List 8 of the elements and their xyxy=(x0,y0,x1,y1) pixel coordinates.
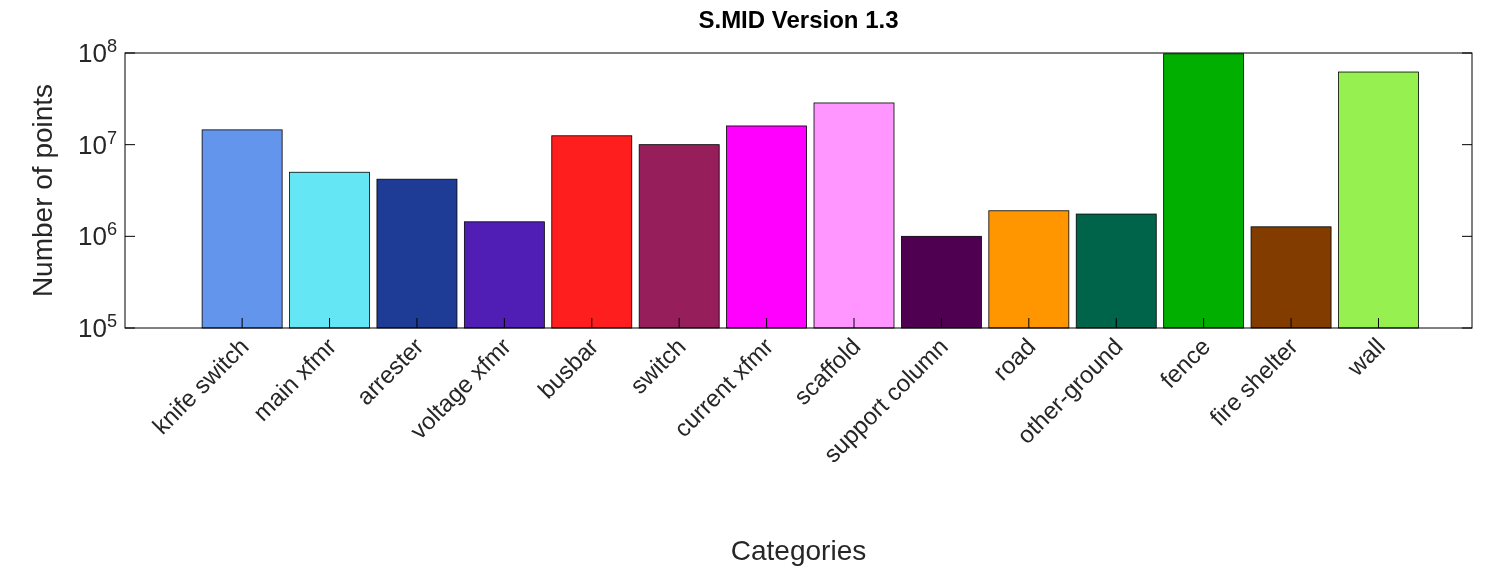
y-tick-label: 10$^{5}$ xyxy=(77,311,117,343)
y-tick-label: 10$^{6}$ xyxy=(77,219,117,252)
x-tick-label: wall xyxy=(1340,332,1391,382)
y-tick-label: 10$^{8}$ xyxy=(77,36,117,68)
y-axis-title: Number of points xyxy=(27,83,58,298)
chart-title: S.MID Version 1.3 xyxy=(698,6,899,33)
x-axis-title: Categories xyxy=(730,535,867,566)
y-tick-label: 10$^{7}$ xyxy=(77,127,117,160)
